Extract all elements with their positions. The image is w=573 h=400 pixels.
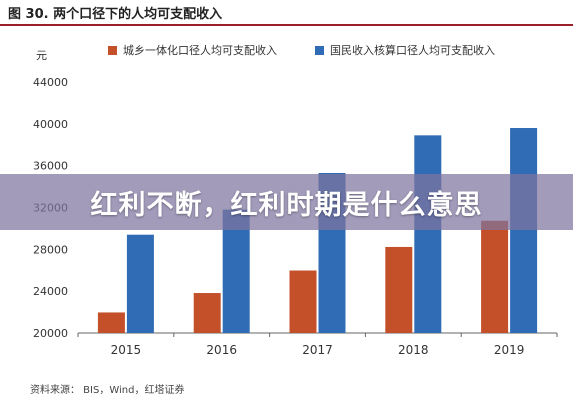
bar-urban-rural: [289, 270, 317, 333]
header-rule: [0, 24, 573, 26]
legend-label-national: 国民收入核算口径人均可支配收入: [330, 44, 495, 57]
x-tick-label: 2018: [398, 343, 429, 357]
bar-national: [510, 128, 538, 333]
bar-urban-rural: [385, 246, 413, 333]
legend-swatch-national: [315, 45, 324, 55]
y-tick-label: 44000: [33, 76, 68, 89]
bar-national: [414, 135, 442, 333]
legend-item-urban-rural: 城乡一体化口径人均可支配收入: [108, 42, 277, 58]
x-tick-label: 2015: [111, 343, 142, 357]
overlay-headline: 红利不断，红利时期是什么意思: [90, 189, 483, 221]
chart-legend: 城乡一体化口径人均可支配收入 国民收入核算口径人均可支配收入: [108, 42, 495, 58]
legend-item-national: 国民收入核算口径人均可支配收入: [315, 42, 495, 58]
bar-urban-rural: [193, 293, 221, 333]
x-tick-label: 2019: [494, 343, 525, 357]
bar-national: [222, 209, 250, 333]
figure-title: 图 30. 两个口径下的人均可支配收入: [8, 7, 223, 22]
bar-urban-rural: [481, 220, 509, 333]
legend-label-urban-rural: 城乡一体化口径人均可支配收入: [123, 44, 277, 57]
x-tick-label: 2017: [302, 343, 333, 357]
overlay-banner: [0, 174, 573, 230]
y-tick-label: 40000: [33, 118, 68, 131]
y-axis-unit: 元: [36, 49, 47, 62]
bar-urban-rural: [97, 312, 125, 333]
y-tick-label: 28000: [33, 243, 68, 256]
source-note: 资料来源： BIS，Wind，红塔证券: [30, 385, 185, 396]
bar-national: [126, 234, 154, 333]
y-tick-label: 36000: [33, 160, 68, 173]
y-tick-label: 20000: [33, 327, 68, 340]
legend-swatch-urban-rural: [108, 45, 117, 55]
x-tick-label: 2016: [206, 343, 237, 357]
y-tick-label: 24000: [33, 285, 68, 298]
